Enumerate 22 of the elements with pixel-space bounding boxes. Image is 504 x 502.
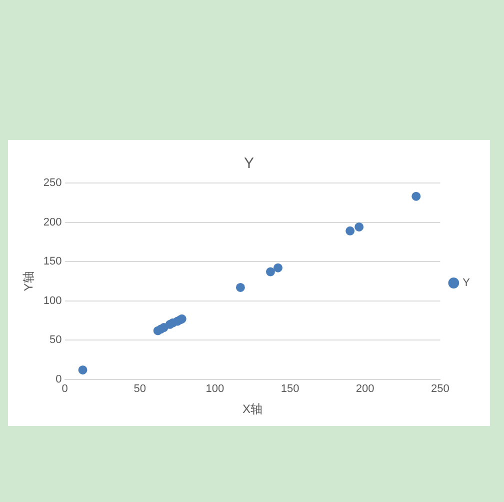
point: [236, 282, 245, 292]
point: [266, 267, 275, 276]
point: [346, 226, 355, 236]
x-tick-label: 100: [206, 383, 224, 396]
y-tick-label: 150: [43, 256, 62, 268]
point: [273, 263, 282, 272]
y-tick-label: 250: [43, 177, 62, 190]
chart-title: Y: [244, 155, 254, 172]
legend-label: Y: [462, 277, 471, 290]
y-tick-label: 50: [50, 334, 62, 346]
point: [78, 365, 88, 374]
y-axis-title: Y轴: [22, 271, 36, 292]
point: [354, 222, 364, 232]
y-tick-label: 200: [43, 216, 62, 228]
x-tick-label: 150: [280, 383, 300, 396]
x-axis-title: X轴: [242, 402, 262, 416]
x-tick-label: 50: [134, 383, 146, 396]
x-tick-label: 200: [356, 383, 374, 396]
y-tick-label: 0: [56, 373, 62, 386]
point: [412, 192, 421, 201]
x-tick-label: 250: [430, 383, 450, 396]
y-tick-label: 100: [43, 294, 62, 307]
